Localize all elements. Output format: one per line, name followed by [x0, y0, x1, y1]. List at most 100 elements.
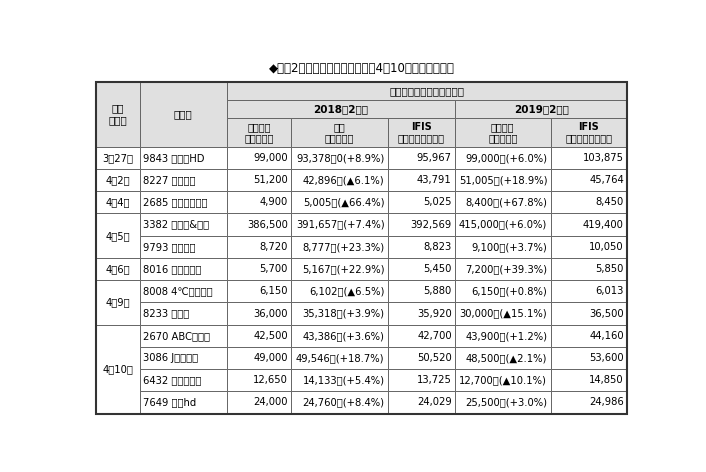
Bar [97, 213, 140, 258]
Bar [140, 391, 227, 413]
Bar [140, 369, 227, 391]
Text: 51,200: 51,200 [253, 175, 288, 185]
Text: 49,546　(+18.7%): 49,546 (+18.7%) [296, 353, 385, 363]
Text: 24,986: 24,986 [590, 397, 624, 407]
Text: IFIS
コンセンサス予想: IFIS コンセンサス予想 [566, 122, 612, 143]
Text: 36,000: 36,000 [253, 309, 288, 319]
Bar [291, 169, 388, 191]
Bar [291, 147, 388, 169]
Bar [551, 191, 627, 213]
Text: 6,150: 6,150 [259, 287, 288, 296]
Bar [291, 236, 388, 258]
Text: 営業利益（単位：百万円）: 営業利益（単位：百万円） [390, 86, 465, 96]
Bar [140, 303, 227, 325]
Bar [455, 213, 551, 236]
Text: 35,318　(+3.9%): 35,318 (+3.9%) [302, 309, 385, 319]
Bar [388, 325, 455, 347]
Text: 9843 ニトリHD: 9843 ニトリHD [143, 153, 204, 163]
Bar [227, 303, 291, 325]
Text: 4月6日: 4月6日 [106, 264, 131, 274]
Text: 会社予想
（前期比）: 会社予想 （前期比） [244, 122, 274, 143]
Bar [388, 347, 455, 369]
Text: 4月5日: 4月5日 [106, 231, 131, 241]
Bar [227, 236, 291, 258]
Bar [227, 213, 291, 236]
Text: 8,400　(+67.8%): 8,400 (+67.8%) [465, 197, 547, 207]
Text: 6,102　(▲6.5%): 6,102 (▲6.5%) [309, 287, 385, 296]
Bar [388, 258, 455, 280]
Text: 95,967: 95,967 [417, 153, 452, 163]
Bar [227, 169, 291, 191]
Bar [140, 147, 227, 169]
Text: 4月4日: 4月4日 [106, 197, 130, 207]
Bar [291, 213, 388, 236]
Bar [140, 82, 227, 147]
Bar [551, 280, 627, 303]
Text: 14,133　(+5.4%): 14,133 (+5.4%) [302, 375, 385, 385]
Text: 43,386　(+3.6%): 43,386 (+3.6%) [303, 331, 385, 341]
Text: 2019年2月期: 2019年2月期 [514, 104, 568, 114]
Bar [551, 391, 627, 413]
Bar [140, 280, 227, 303]
Bar [455, 147, 551, 169]
Bar [388, 391, 455, 413]
Bar [455, 280, 551, 303]
Text: 42,896　(▲6.1%): 42,896 (▲6.1%) [303, 175, 385, 185]
Bar [551, 169, 627, 191]
Text: 3月27日: 3月27日 [102, 153, 133, 163]
Text: 5,880: 5,880 [424, 287, 452, 296]
Bar [388, 213, 455, 236]
Bar [455, 258, 551, 280]
Text: 35,920: 35,920 [417, 309, 452, 319]
Bar [551, 347, 627, 369]
Bar [227, 391, 291, 413]
Bar [227, 147, 291, 169]
Bar [388, 191, 455, 213]
Text: 4月10日: 4月10日 [102, 364, 133, 374]
Text: 419,400: 419,400 [583, 219, 624, 229]
Text: 会社予想
（前期比）: 会社予想 （前期比） [488, 122, 517, 143]
Text: 4月2日: 4月2日 [106, 175, 131, 185]
Bar [551, 325, 627, 347]
Text: 12,650: 12,650 [253, 375, 288, 385]
Text: 8233 高島屋: 8233 高島屋 [143, 309, 189, 319]
Bar [388, 118, 455, 147]
Bar [140, 347, 227, 369]
Bar [291, 258, 388, 280]
Bar [291, 280, 388, 303]
Bar [291, 303, 388, 325]
Text: 5,850: 5,850 [596, 264, 624, 274]
Bar [97, 169, 140, 191]
Bar [291, 325, 388, 347]
Text: 8227 しまむら: 8227 しまむら [143, 175, 196, 185]
Text: 51,005　(+18.9%): 51,005 (+18.9%) [459, 175, 547, 185]
Text: 6,013: 6,013 [596, 287, 624, 296]
Text: 4,900: 4,900 [260, 197, 288, 207]
Bar [140, 191, 227, 213]
Text: 実績
（前期比）: 実績 （前期比） [325, 122, 354, 143]
Text: 14,850: 14,850 [590, 375, 624, 385]
Bar [551, 303, 627, 325]
Text: 24,000: 24,000 [253, 397, 288, 407]
Bar [227, 369, 291, 391]
Text: 42,700: 42,700 [417, 331, 452, 341]
Text: 42,500: 42,500 [253, 331, 288, 341]
Bar [140, 169, 227, 191]
Text: 44,160: 44,160 [590, 331, 624, 341]
Bar [227, 325, 291, 347]
Bar [227, 82, 627, 100]
Text: 3382 セブン&アイ: 3382 セブン&アイ [143, 219, 209, 229]
Bar [455, 191, 551, 213]
Text: 93,378　0(+8.9%): 93,378 0(+8.9%) [297, 153, 385, 163]
Text: 48,500　(▲2.1%): 48,500 (▲2.1%) [466, 353, 547, 363]
Text: 24,029: 24,029 [417, 397, 452, 407]
Text: 43,791: 43,791 [417, 175, 452, 185]
Text: 392,569: 392,569 [410, 219, 452, 229]
Bar [455, 303, 551, 325]
Bar [388, 280, 455, 303]
Bar [291, 118, 388, 147]
Bar [140, 236, 227, 258]
Text: 5,700: 5,700 [259, 264, 288, 274]
Text: 3086 Jフロント: 3086 Jフロント [143, 353, 198, 363]
Bar [388, 369, 455, 391]
